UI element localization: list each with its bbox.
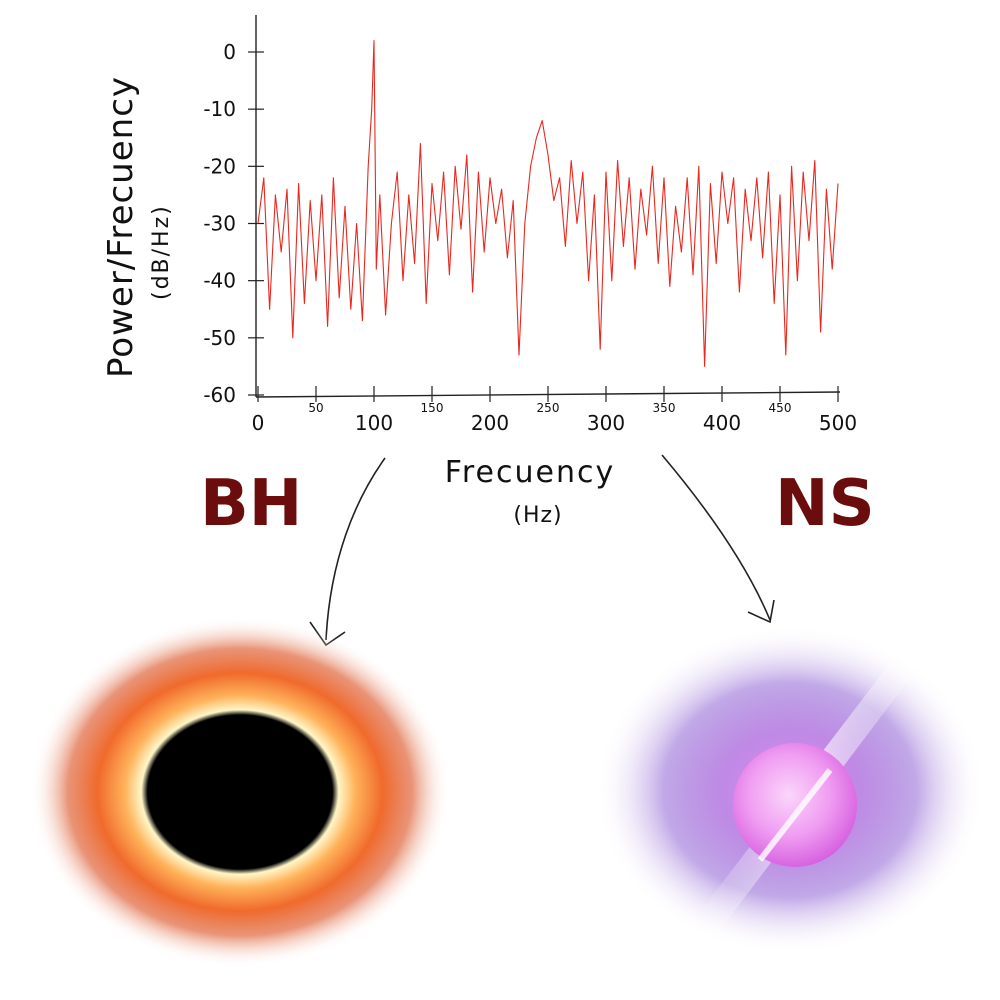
- ns-label: NS: [775, 467, 875, 541]
- y-axis-unit: (dB/Hz): [149, 204, 174, 300]
- x-tick-label: 450: [769, 401, 792, 415]
- y-tick-label: -10: [203, 97, 236, 121]
- x-tick-label: 100: [355, 411, 393, 435]
- neutron-star-illustration: [595, 625, 985, 955]
- arrow-to-ns-head: [747, 599, 775, 624]
- arrow-to-bh: [325, 457, 386, 641]
- y-tick-label: -40: [203, 269, 236, 293]
- y-tick-label: -50: [203, 326, 236, 350]
- y-tick-label: -20: [203, 154, 236, 178]
- x-tick-label: 500: [819, 411, 857, 435]
- y-tick-label: 0: [223, 40, 236, 64]
- x-tick-label: 50: [308, 401, 323, 415]
- power-spectrum-chart: 0 -10 -20 -30 -40 -50 -60 0 100 200 300 400 500 50 15…: [101, 15, 857, 528]
- x-axis-title: Frecuency: [445, 455, 615, 490]
- y-ticks: 0 -10 -20 -30 -40 -50 -60: [203, 40, 264, 407]
- arrow-to-ns: [661, 454, 771, 621]
- x-tick-label: 150: [421, 401, 444, 415]
- black-hole-illustration: [30, 617, 450, 967]
- x-tick-label: 350: [653, 401, 676, 415]
- x-tick-label: 0: [252, 411, 265, 435]
- y-tick-label: -60: [203, 383, 236, 407]
- x-axis-unit: (Hz): [513, 503, 562, 528]
- x-tick-label: 400: [703, 411, 741, 435]
- x-tick-label: 250: [537, 401, 560, 415]
- y-axis-title: Power/Frecuency: [101, 76, 141, 378]
- x-tick-label: 300: [587, 411, 625, 435]
- bh-label: BH: [200, 467, 302, 541]
- x-tick-label: 200: [471, 411, 509, 435]
- x-ticks: 0 100 200 300 400 500 50 150 250 350 450: [252, 386, 857, 435]
- signal-series-line: [257, 40, 839, 367]
- y-tick-label: -30: [203, 212, 236, 236]
